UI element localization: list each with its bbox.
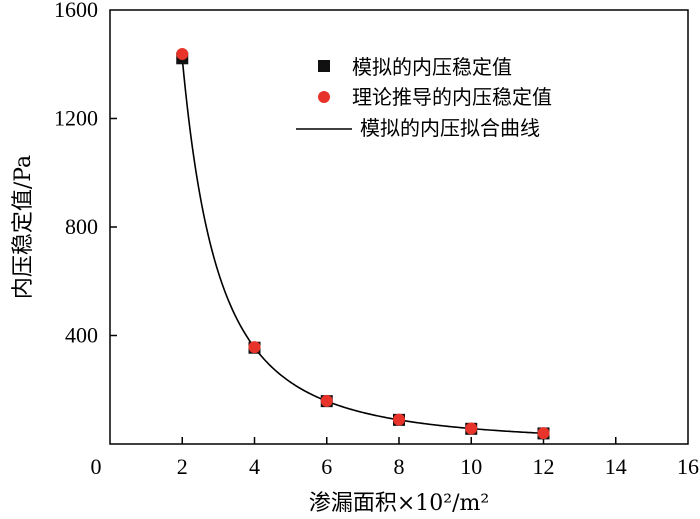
x-tick-label: 0 — [91, 454, 102, 479]
x-tick-label: 16 — [677, 454, 699, 479]
legend-circle-marker — [318, 91, 330, 103]
x-tick-label: 10 — [460, 454, 482, 479]
legend-label-theoretical: 理论推导的内压稳定值 — [352, 85, 552, 109]
circle-point — [393, 413, 405, 426]
circle-point — [537, 427, 550, 440]
y-tick-label: 1200 — [54, 106, 98, 131]
circle-point — [320, 394, 333, 407]
x-tick-label: 6 — [321, 454, 332, 479]
y-tick-label: 400 — [65, 323, 98, 348]
x-tick-label: 8 — [394, 454, 405, 479]
y-tick-label: 800 — [65, 214, 98, 239]
x-tick-label: 2 — [177, 454, 188, 479]
x-axis-title: 渗漏面积×10²/m² — [309, 491, 489, 516]
circle-point — [176, 47, 189, 60]
data-markers — [176, 47, 550, 440]
fit-curve-line — [181, 58, 544, 435]
axis-tick-labels: 0 2 4 6 8 10 12 14 16 400 800 1200 1600 — [54, 0, 699, 479]
x-tick-label: 12 — [533, 454, 555, 479]
y-axis-title: 内压稳定值/Pa — [11, 155, 36, 299]
legend-label-fit: 模拟的内压拟合曲线 — [360, 116, 540, 140]
circle-point — [465, 422, 478, 435]
y-tick-label: 1600 — [54, 0, 98, 22]
legend-label-simulated: 模拟的内压稳定值 — [352, 55, 512, 79]
legend-square-marker — [318, 60, 330, 72]
circle-point — [248, 341, 261, 354]
x-tick-label: 4 — [249, 454, 260, 479]
axis-ticks — [110, 117, 617, 444]
legend: 模拟的内压稳定值 理论推导的内压稳定值 模拟的内压拟合曲线 — [296, 55, 552, 140]
x-tick-label: 14 — [605, 454, 627, 479]
